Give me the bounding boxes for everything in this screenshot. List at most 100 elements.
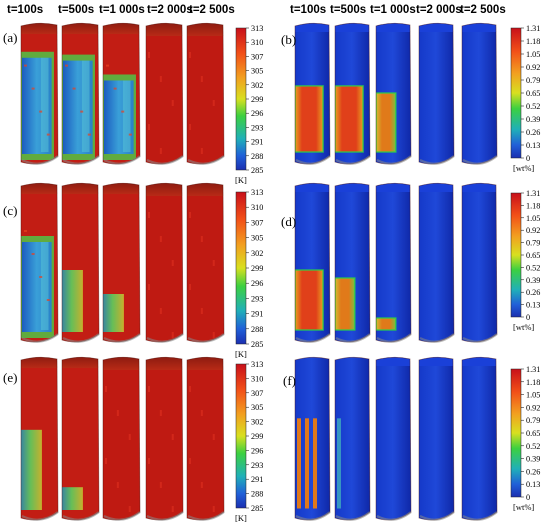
time-labels-right: t=100s t=500s t=1 000s t=2 000s t=2 500s [290, 4, 506, 16]
temperature-tick-label-1-10: 285 [251, 166, 263, 175]
temperature-colorbar-1: 313 310 307 305 302 299 296 293 291 288 285 [K] [235, 24, 263, 185]
color-scales: 313 310 307 305 302 299 296 293 291 288 285 [K] 313 3… [235, 24, 540, 523]
concentration-colorbar-gradient-3 [510, 368, 522, 498]
temperature-unit-label-2: [K] [235, 349, 247, 359]
time-label-2000s-left: t=2 000s [147, 4, 193, 16]
temperature-slab-r1-c3 [102, 22, 141, 165]
concentration-tick-label-3-0: 1.31 [526, 365, 540, 374]
concentration-tick-label-2-0: 1.31 [526, 189, 540, 198]
panel-label-a: (a) [3, 30, 17, 45]
temperature-tick-label-2-4: 302 [251, 249, 263, 258]
concentration-tick-label-2-9: 0.13 [526, 301, 540, 310]
panel-label-b: (b) [281, 32, 296, 47]
concentration-unit-label-3: [wt%] [513, 502, 534, 512]
temperature-slab-r3-c4 [145, 356, 184, 521]
temperature-tick-label-2-9: 288 [251, 325, 263, 334]
panel-label-f: (f) [283, 373, 296, 388]
time-label-2500s-left: t=2 500s [189, 4, 235, 16]
concentration-slab-r1-c4 [418, 22, 455, 165]
concentration-colorbar-2: 1.31 1.18 1.05 0.92 0.79 0.65 0.52 0.39 0.26 0.13… [510, 189, 540, 332]
temperature-slab-r2-c1 [20, 182, 59, 343]
concentration-tick-label-2-1: 1.18 [526, 201, 540, 210]
temperature-slab-r2-c4 [145, 182, 184, 343]
time-label-500s-right: t=500s [330, 4, 366, 16]
temperature-slab-r3-c1 [20, 356, 59, 521]
temperature-colorbar-3: 313 310 307 305 302 299 296 293 291 288 285 [K] [235, 360, 263, 523]
concentration-tick-label-2-4: 0.79 [526, 239, 540, 248]
temperature-tick-label-1-5: 299 [251, 95, 263, 104]
temperature-slab-r3-c2 [61, 356, 100, 521]
concentration-slab-r2-c2 [334, 182, 371, 343]
temperature-colorbar-gradient-3 [235, 363, 247, 509]
temperature-tick-label-3-3: 305 [251, 403, 263, 412]
temperature-slab-r1-c2 [61, 22, 100, 165]
concentration-slab-r3-c4 [418, 356, 455, 521]
temperature-unit-label-3: [K] [235, 513, 247, 523]
concentration-tick-label-3-3: 0.92 [526, 403, 540, 412]
temperature-tick-label-3-4: 302 [251, 418, 263, 427]
temperature-tick-label-2-7: 293 [251, 294, 263, 303]
concentration-tick-label-2-10: 0 [526, 313, 530, 322]
temperature-slab-r3-c3 [102, 356, 141, 521]
concentration-tick-label-1-10: 0 [526, 154, 530, 163]
concentration-slab-r2-c4 [418, 182, 455, 343]
panel-label-c: (c) [3, 203, 17, 218]
concentration-colorbar-3: 1.31 1.18 1.05 0.92 0.79 0.65 0.52 0.39 0.26 0.13… [510, 365, 540, 512]
temperature-slab-r2-c2 [61, 182, 100, 343]
temperature-tick-label-1-1: 310 [251, 38, 263, 47]
time-label-500s-left: t=500s [58, 4, 94, 16]
temperature-tick-label-1-4: 302 [251, 81, 263, 90]
temperature-tick-label-2-2: 307 [251, 218, 263, 227]
concentration-tick-label-3-5: 0.65 [526, 429, 540, 438]
temperature-tick-label-2-8: 291 [251, 310, 263, 319]
time-label-100s-left: t=100s [7, 4, 43, 16]
time-label-1000s-left: t=1 000s [99, 4, 145, 16]
temperature-slab-r1-c1 [20, 22, 59, 165]
time-label-1000s-right: t=1 000s [370, 4, 416, 16]
panel-label-d: (d) [281, 214, 296, 229]
concentration-tick-label-1-7: 0.39 [526, 115, 540, 124]
concentration-slab-r2-c3 [375, 182, 412, 343]
temperature-tick-label-1-3: 305 [251, 67, 263, 76]
concentration-unit-label-2: [wt%] [513, 322, 534, 332]
concentration-unit-label-1: [wt%] [513, 163, 534, 173]
concentration-slab-r2-c5 [461, 182, 498, 343]
temperature-tick-label-1-7: 293 [251, 123, 263, 132]
temperature-tick-label-3-1: 310 [251, 374, 263, 383]
temperature-slab-r2-c5 [186, 182, 225, 343]
time-label-100s-right: t=100s [290, 4, 326, 16]
temperature-colorbar-2: 313 310 307 305 302 299 296 293 291 288 285 [K] [235, 188, 263, 359]
row-1 [20, 22, 498, 165]
concentration-colorbar-1: 1.31 1.18 1.05 0.92 0.79 0.65 0.52 0.39 0.26 0.13… [510, 24, 540, 173]
temperature-tick-label-1-9: 288 [251, 152, 263, 161]
concentration-slab-r1-c3 [375, 22, 412, 165]
concentration-slab-r1-c2 [334, 22, 371, 165]
panel-label-e: (e) [3, 370, 17, 385]
concentration-tick-label-3-1: 1.18 [526, 378, 540, 387]
concentration-slab-r2-c1 [294, 182, 331, 343]
concentration-tick-label-1-5: 0.65 [526, 89, 540, 98]
concentration-colorbar-gradient-1 [510, 27, 522, 159]
temperature-tick-label-1-6: 296 [251, 109, 263, 118]
concentration-colorbar-gradient-2 [510, 192, 522, 318]
concentration-tick-label-2-7: 0.39 [526, 276, 540, 285]
time-label-2000s-right: t=2 000s [416, 4, 462, 16]
temperature-slab-r1-c4 [145, 22, 184, 165]
concentration-slab-r3-c5 [461, 356, 498, 521]
temperature-tick-label-3-0: 313 [251, 360, 263, 369]
temperature-tick-label-3-5: 299 [251, 432, 263, 441]
concentration-tick-label-1-3: 0.92 [526, 63, 540, 72]
temperature-tick-label-2-6: 296 [251, 279, 263, 288]
temperature-colorbar-gradient-2 [235, 191, 247, 345]
concentration-slab-r3-c2 [334, 356, 371, 521]
concentration-tick-label-3-7: 0.39 [526, 455, 540, 464]
temperature-slab-r2-c3 [102, 182, 141, 343]
concentration-tick-label-3-4: 0.79 [526, 416, 540, 425]
temperature-tick-label-1-2: 307 [251, 52, 263, 61]
concentration-tick-label-1-0: 1.31 [526, 24, 540, 33]
row-3 [20, 356, 498, 521]
concentration-tick-label-2-3: 0.92 [526, 226, 540, 235]
concentration-tick-label-1-4: 0.79 [526, 76, 540, 85]
temperature-tick-label-2-0: 313 [251, 188, 263, 197]
